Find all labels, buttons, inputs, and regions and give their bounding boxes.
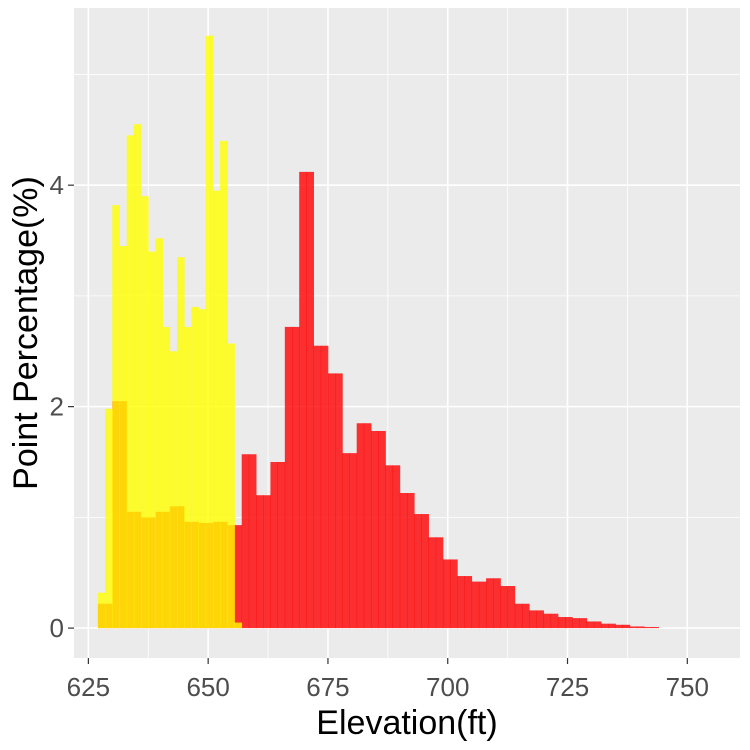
red-histogram-bar [399,493,408,629]
red-histogram-bar [435,537,444,629]
yellow-histogram-bar [169,351,178,629]
yellow-histogram-bar [177,257,185,629]
y-tick-label: 0 [50,613,64,643]
red-histogram-bar [335,373,343,629]
red-histogram-bar [500,586,509,629]
red-histogram-bar [256,495,264,629]
red-histogram-bar [299,171,307,629]
yellow-histogram-bar [141,196,149,629]
red-histogram-bar [464,576,473,629]
red-histogram-bar [320,345,329,629]
red-histogram-bar [521,603,530,629]
red-histogram-bar [248,454,257,629]
x-tick-label: 650 [186,672,229,702]
red-histogram-bar [327,373,336,629]
x-tick-label: 675 [306,672,349,702]
yellow-histogram-bar [198,309,207,629]
red-histogram-bar [457,576,465,629]
red-histogram-bar [622,624,631,629]
red-histogram-bar [651,626,659,629]
x-axis-title: Elevation(ft) [316,704,497,742]
y-tick-label: 4 [50,170,64,200]
red-histogram-bar [378,430,386,629]
x-tick-label: 750 [666,672,709,702]
red-histogram-bar [644,626,652,629]
red-histogram-bar [550,613,559,629]
red-histogram-bar [586,621,595,629]
yellow-histogram-bar [112,205,120,629]
y-tick-label: 2 [50,392,64,422]
yellow-histogram-bar [148,251,156,629]
red-histogram-bar [543,613,552,629]
red-histogram-bar [414,514,422,629]
red-histogram-bar [270,462,279,629]
bars-layer [97,35,659,629]
red-histogram-bar [349,453,358,629]
red-histogram-bar [615,624,624,629]
red-histogram-bar [277,462,286,629]
yellow-histogram-bar [205,35,214,629]
red-histogram-bar [313,345,322,629]
axis-layer: 625 650 675 700 725 750 0 2 4 [50,170,709,702]
red-histogram-bar [241,454,250,629]
yellow-histogram-bar [184,326,192,629]
red-histogram-bar [636,626,645,629]
yellow-histogram-bar [162,326,171,629]
red-histogram-bar [428,537,437,629]
red-histogram-bar [342,453,350,629]
red-histogram-bar [593,621,602,629]
red-histogram-bar [450,559,458,629]
red-histogram-bar [478,581,487,629]
red-histogram-bar [471,581,480,629]
red-histogram-bar [234,525,243,629]
red-histogram-bar [529,610,537,629]
red-histogram-bar [514,603,523,629]
red-histogram-bar [356,423,365,629]
red-histogram-bar [263,495,271,629]
red-histogram-bar [572,618,580,629]
yellow-histogram-bar [212,190,221,629]
red-histogram-bar [493,578,501,629]
red-histogram-bar [284,326,293,629]
yellow-histogram-bar [220,140,228,629]
yellow-histogram-bar [133,124,142,629]
red-histogram-bar [486,578,494,629]
red-histogram-bar [421,514,429,629]
red-histogram-bar [536,610,544,629]
x-tick-label: 625 [67,672,110,702]
red-histogram-bar [629,626,638,629]
red-histogram-bar [371,430,379,629]
red-histogram-bar [601,623,609,629]
red-histogram-bar [557,617,566,629]
yellow-histogram-bar [191,306,199,629]
y-axis-title: Point Percentage(%) [7,176,45,490]
yellow-histogram-bar [227,343,235,629]
yellow-histogram-bar [119,246,128,629]
yellow-histogram-bar [126,135,135,629]
red-histogram-bar [507,586,516,629]
yellow-histogram-bar [97,592,106,629]
yellow-histogram-bar [155,238,164,629]
yellow-histogram-bar [234,622,243,629]
red-histogram-bar [392,465,401,629]
red-histogram-bar [608,623,616,629]
red-histogram-bar [292,326,300,629]
x-tick-label: 725 [546,672,589,702]
red-histogram-bar [565,617,573,629]
red-histogram-bar [385,465,394,629]
x-tick-label: 700 [426,672,469,702]
yellow-histogram-bar [105,408,113,629]
red-histogram-bar [579,618,588,629]
red-histogram-bar [306,171,314,629]
red-histogram-bar [363,423,372,629]
red-histogram-bar [407,493,415,629]
red-histogram-bar [442,559,451,629]
